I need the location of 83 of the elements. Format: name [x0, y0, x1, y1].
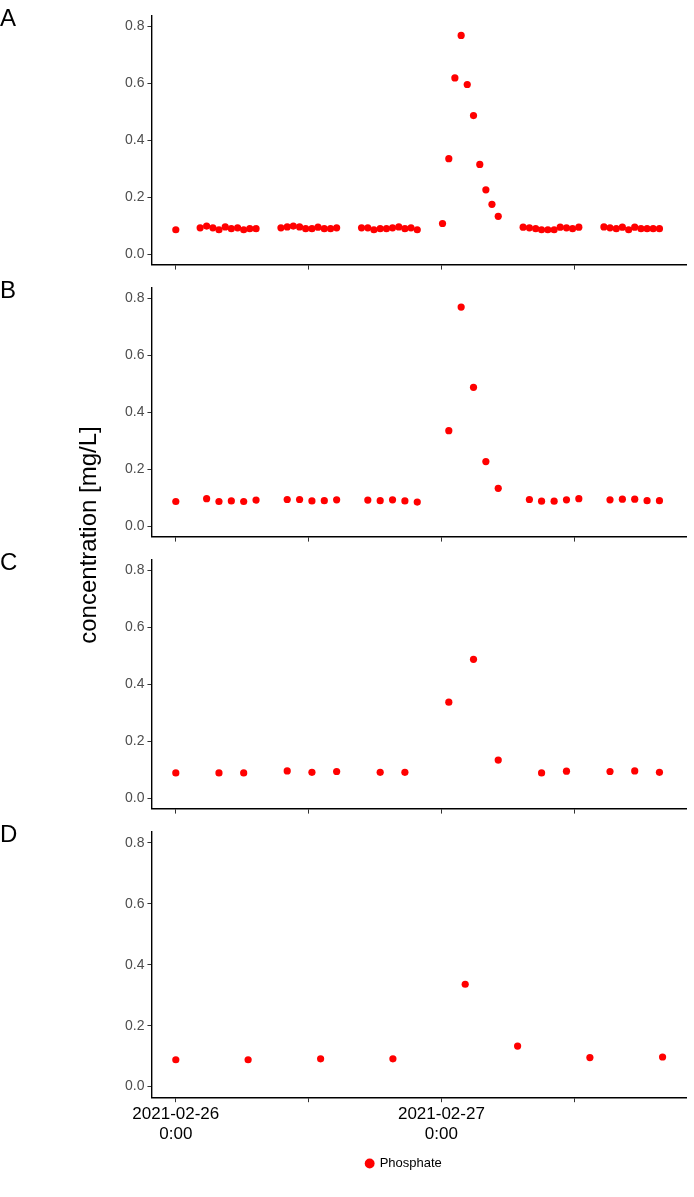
chart-title: A [0, 4, 17, 32]
point [413, 498, 421, 506]
point [631, 495, 639, 503]
y-tick-label: 0.2 [124, 1016, 145, 1033]
y-tick-label: 0.8 [124, 833, 145, 850]
point [172, 497, 180, 506]
point [514, 1042, 522, 1050]
y-tick-label: 0.6 [124, 618, 145, 635]
point [172, 769, 180, 777]
point [240, 769, 248, 777]
point [215, 769, 223, 777]
point [240, 497, 248, 506]
point [643, 497, 651, 505]
point [445, 427, 453, 435]
y-tick-label: 0.4 [124, 675, 145, 692]
point [537, 769, 546, 777]
point [445, 698, 453, 706]
point [244, 1056, 252, 1064]
point [376, 768, 384, 776]
point [227, 497, 235, 505]
y-tick-label: 0.6 [124, 894, 145, 911]
point [586, 1054, 594, 1062]
y-tick-label: 0.0 [124, 789, 145, 806]
y-tick-label: 0.0 [124, 245, 145, 262]
point [364, 496, 372, 504]
point [283, 495, 291, 504]
x-tick-label: 2021-02-27 0:00 [397, 1104, 485, 1144]
legend-label: Phosphate [379, 1155, 442, 1171]
point [658, 1053, 667, 1061]
point [320, 497, 328, 505]
y-tick-label: 0.0 [124, 1077, 145, 1094]
point [333, 767, 341, 776]
point [295, 495, 304, 504]
point [308, 768, 316, 776]
point [494, 484, 502, 492]
point [655, 497, 664, 505]
point [525, 495, 533, 504]
point [389, 1055, 397, 1063]
point [333, 496, 341, 504]
point [401, 497, 409, 505]
point [469, 383, 478, 391]
chart-title: B [0, 276, 17, 304]
chart-title: C [0, 548, 18, 576]
x-tick-label: 2021-02-26 0:00 [132, 1104, 220, 1144]
point [606, 496, 614, 504]
point [562, 496, 571, 504]
point [308, 497, 316, 505]
point [461, 980, 469, 988]
y-tick-label: 0.2 [124, 188, 145, 205]
point [482, 457, 490, 466]
point [575, 495, 583, 503]
point [457, 303, 465, 311]
point [317, 1055, 325, 1063]
y-axis-title: concentration [mg/L] [74, 426, 102, 644]
y-tick-label: 0.2 [124, 732, 145, 749]
y-tick-label: 0.8 [124, 17, 145, 34]
point [283, 767, 291, 775]
point [388, 496, 397, 504]
point [172, 1056, 180, 1064]
y-tick-label: 0.6 [124, 346, 145, 363]
y-tick-label: 0.4 [124, 131, 145, 148]
point [537, 497, 546, 505]
point [252, 496, 260, 504]
point [215, 497, 223, 506]
chart-title: D [0, 820, 18, 848]
y-tick-label: 0.6 [124, 74, 145, 91]
point [494, 756, 502, 764]
point [618, 495, 626, 503]
point [401, 768, 409, 776]
y-tick-label: 0.4 [124, 403, 145, 420]
point [550, 497, 558, 505]
point [203, 495, 211, 503]
point [562, 767, 571, 775]
y-tick-label: 0.0 [124, 517, 145, 534]
point [631, 767, 639, 775]
point [655, 768, 664, 776]
y-tick-label: 0.2 [124, 460, 145, 477]
y-tick-label: 0.4 [124, 955, 145, 972]
point [469, 655, 478, 663]
y-tick-label: 0.8 [124, 561, 145, 578]
point [606, 767, 614, 776]
y-tick-label: 0.8 [124, 289, 145, 306]
point [376, 497, 384, 505]
